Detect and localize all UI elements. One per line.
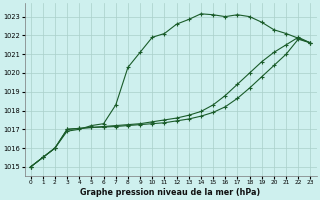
X-axis label: Graphe pression niveau de la mer (hPa): Graphe pression niveau de la mer (hPa) [80, 188, 261, 197]
